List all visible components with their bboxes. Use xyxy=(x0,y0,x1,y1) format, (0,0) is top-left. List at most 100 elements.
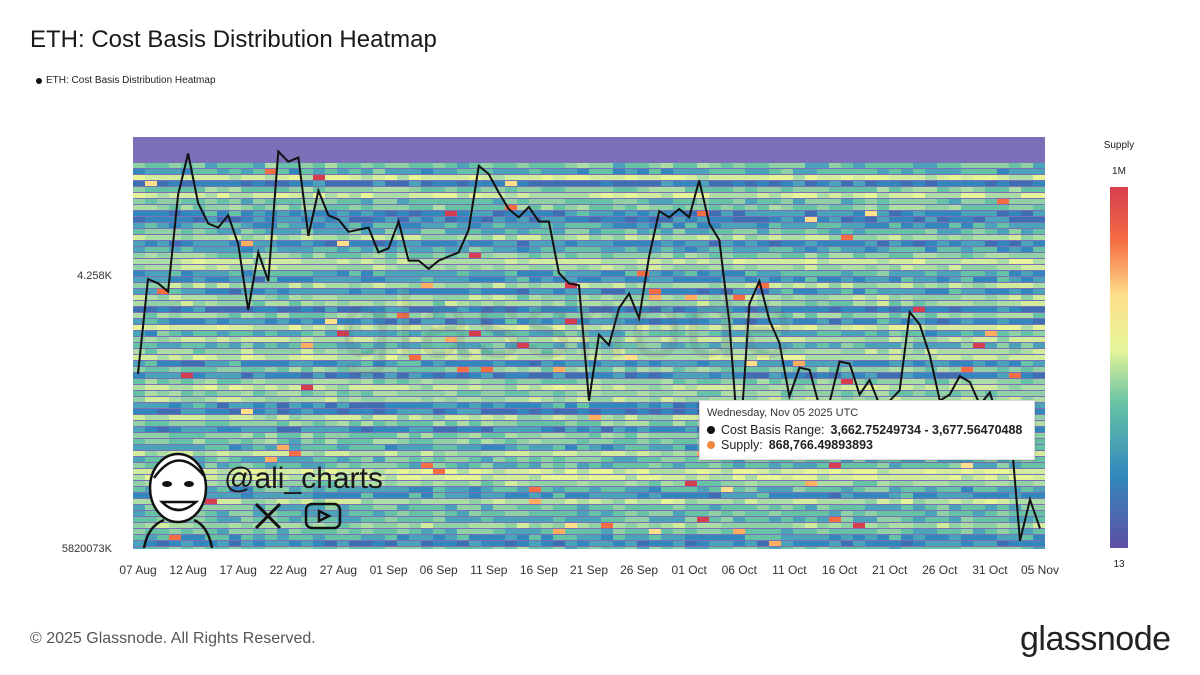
heatmap-cell xyxy=(517,397,530,402)
heatmap-cell xyxy=(637,265,650,270)
heatmap-cell xyxy=(913,307,926,312)
heatmap-cell xyxy=(865,301,878,306)
heatmap-cell xyxy=(613,199,626,204)
heatmap-cell xyxy=(205,283,218,288)
heatmap-cell xyxy=(649,535,662,540)
heatmap-cell xyxy=(445,277,458,282)
legend[interactable]: ETH: Cost Basis Distribution Heatmap xyxy=(36,75,216,86)
heatmap-cell xyxy=(313,499,326,504)
heatmap-cell xyxy=(457,283,470,288)
heatmap-cell xyxy=(337,463,350,468)
heatmap-cell xyxy=(517,481,530,486)
heatmap-cell xyxy=(985,469,998,474)
heatmap-cell xyxy=(589,445,602,450)
heatmap-cell xyxy=(325,427,338,432)
heatmap-cell xyxy=(277,337,290,342)
heatmap-cell xyxy=(1033,511,1045,516)
heatmap-cell xyxy=(409,337,422,342)
heatmap-cell xyxy=(349,523,362,528)
heatmap-cell xyxy=(337,475,350,480)
heatmap-cell xyxy=(733,175,746,180)
heatmap-cell xyxy=(697,301,710,306)
heatmap-cell xyxy=(349,343,362,348)
heatmap-cell xyxy=(985,385,998,390)
heatmap-cell xyxy=(805,271,818,276)
heatmap-cell xyxy=(1009,373,1022,378)
youtube-icon[interactable] xyxy=(304,502,342,530)
heatmap-cell xyxy=(217,535,230,540)
heatmap-cell xyxy=(217,199,230,204)
heatmap-cell xyxy=(745,319,758,324)
heatmap-cell xyxy=(913,517,926,522)
heatmap-cell xyxy=(673,223,686,228)
heatmap-cell xyxy=(601,241,614,246)
heatmap-cell xyxy=(841,181,854,186)
heatmap-cell xyxy=(241,355,254,360)
heatmap-cell xyxy=(133,505,146,510)
heatmap-cell xyxy=(433,301,446,306)
heatmap-cell xyxy=(181,187,194,192)
heatmap-cell xyxy=(397,295,410,300)
heatmap-cell xyxy=(1021,541,1034,546)
heatmap-cell xyxy=(913,541,926,546)
heatmap-cell xyxy=(817,289,830,294)
heatmap-cell xyxy=(589,223,602,228)
heatmap-cell xyxy=(997,529,1010,534)
heatmap-cell xyxy=(541,493,554,498)
heatmap-cell xyxy=(397,253,410,258)
heatmap-cell xyxy=(841,367,854,372)
heatmap-cell xyxy=(157,325,170,330)
heatmap-cell xyxy=(733,487,746,492)
heatmap-cell xyxy=(505,505,518,510)
heatmap-cell xyxy=(865,337,878,342)
heatmap-cell xyxy=(901,397,914,402)
heatmap-cell xyxy=(373,181,386,186)
heatmap-cell xyxy=(505,421,518,426)
heatmap-cell xyxy=(877,373,890,378)
heatmap-cell xyxy=(313,445,326,450)
heatmap-cell xyxy=(349,355,362,360)
heatmap-cell xyxy=(277,205,290,210)
heatmap-cell xyxy=(817,169,830,174)
heatmap-cell xyxy=(805,247,818,252)
heatmap-cell xyxy=(949,307,962,312)
heatmap-cell xyxy=(469,433,482,438)
heatmap-cell xyxy=(745,493,758,498)
heatmap-cell xyxy=(157,319,170,324)
heatmap-cell xyxy=(361,265,374,270)
heatmap-cell xyxy=(229,385,242,390)
heatmap-cell xyxy=(1021,319,1034,324)
heatmap-cell xyxy=(961,547,974,549)
heatmap-cell xyxy=(949,247,962,252)
x-logo-icon[interactable] xyxy=(252,500,284,532)
heatmap-cell xyxy=(289,235,302,240)
heatmap-cell xyxy=(697,163,710,168)
heatmap-cell xyxy=(193,307,206,312)
heatmap-cell xyxy=(433,223,446,228)
heatmap-cell xyxy=(769,493,782,498)
heatmap-cell xyxy=(577,283,590,288)
heatmap-cell xyxy=(685,217,698,222)
heatmap-cell xyxy=(517,535,530,540)
heatmap-cell xyxy=(445,379,458,384)
heatmap-cell xyxy=(361,307,374,312)
heatmap-cell xyxy=(277,547,290,549)
heatmap-cell xyxy=(925,463,938,468)
heatmap-cell xyxy=(493,307,506,312)
heatmap-cell xyxy=(193,289,206,294)
heatmap-cell xyxy=(253,343,266,348)
heatmap-cell xyxy=(781,361,794,366)
heatmap-cell xyxy=(841,385,854,390)
heatmap-cell xyxy=(229,535,242,540)
heatmap-cell xyxy=(589,289,602,294)
heatmap-cell xyxy=(493,241,506,246)
heatmap-cell xyxy=(577,181,590,186)
heatmap-cell xyxy=(781,181,794,186)
heatmap-cell xyxy=(217,271,230,276)
heatmap-cell xyxy=(997,265,1010,270)
heatmap-cell xyxy=(793,187,806,192)
heatmap-cell xyxy=(805,523,818,528)
heatmap-cell xyxy=(937,241,950,246)
heatmap-cell xyxy=(925,187,938,192)
